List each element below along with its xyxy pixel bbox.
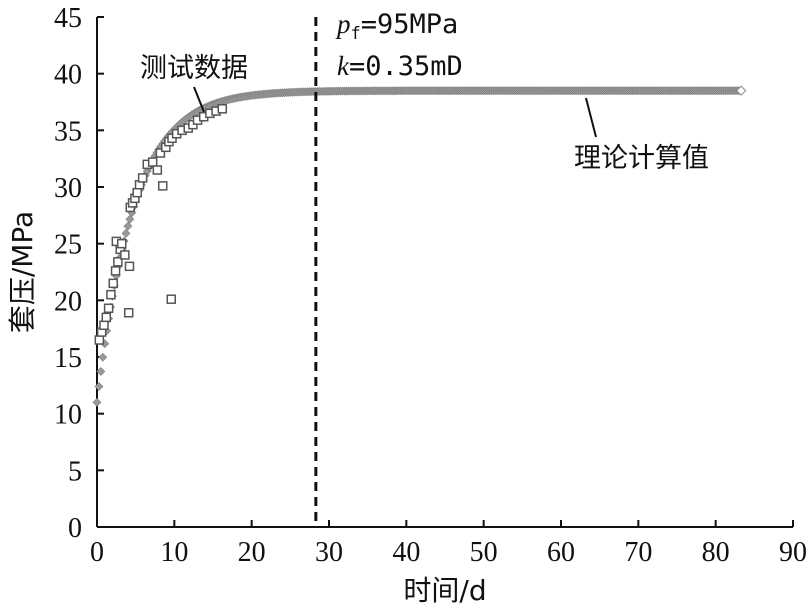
axes: 0 10 20 30 40 50 60 70 80 90 0 5 10 15 20 25 30 35 40 45 <box>54 3 807 568</box>
measured-point <box>120 250 130 260</box>
calculated-label: 理论计算值 <box>574 143 709 174</box>
measured-point <box>155 148 166 158</box>
y-axis-title: 套压/MPa <box>6 211 39 333</box>
measured-point <box>152 165 163 175</box>
y-tick-label: 15 <box>54 343 82 374</box>
measured-point <box>217 104 228 114</box>
measured-point <box>110 266 121 276</box>
measured-point <box>99 320 109 331</box>
y-tick-label: 10 <box>54 400 82 431</box>
y-tick-label: 0 <box>68 513 82 544</box>
measured-point <box>94 335 105 345</box>
calculated-point <box>94 382 104 391</box>
k-value: =0.35mD <box>349 51 463 82</box>
measured-point <box>116 238 127 249</box>
calculated-series <box>92 85 747 407</box>
measured-point <box>132 187 142 198</box>
calculated-end-point <box>735 85 747 96</box>
x-tick-label: 50 <box>470 537 498 568</box>
y-tick-label: 20 <box>54 286 82 317</box>
calculated-point <box>96 367 106 376</box>
measured-point <box>101 312 112 323</box>
measured-label: 测试数据 <box>140 53 248 84</box>
x-tick-label: 80 <box>702 537 730 568</box>
measured-point <box>108 278 118 289</box>
x-axis-title: 时间/d <box>403 574 486 607</box>
pf-symbol: p <box>335 9 351 39</box>
calculated-point <box>125 214 135 224</box>
k-parameter: k=0.35mD <box>337 51 463 82</box>
measured-point <box>113 257 123 267</box>
calculated-point <box>123 221 133 231</box>
measured-series <box>94 104 228 345</box>
measured-point <box>106 289 116 300</box>
x-tick-label: 60 <box>547 537 575 568</box>
y-tick-label: 40 <box>54 60 82 91</box>
calculated-point <box>92 397 102 407</box>
x-tick-label: 0 <box>90 537 104 568</box>
x-tick-label: 30 <box>315 537 343 568</box>
x-tick-label: 70 <box>624 537 652 568</box>
x-tick-label: 10 <box>160 537 188 568</box>
y-tick-label: 25 <box>54 230 82 261</box>
y-tick-label: 30 <box>54 173 82 204</box>
y-tick-label: 5 <box>68 456 82 487</box>
pf-value: =95MPa <box>361 9 459 40</box>
pf-subscript: f <box>351 24 361 44</box>
measured-point <box>124 261 135 272</box>
measured-point <box>166 294 176 304</box>
measured-point <box>137 173 148 183</box>
measured-point <box>157 181 168 191</box>
x-tick-label: 90 <box>779 537 807 568</box>
y-tick-label: 35 <box>54 116 82 147</box>
measured-point <box>123 308 134 318</box>
calculated-point <box>121 228 131 238</box>
y-tick-label: 45 <box>54 3 82 34</box>
pf-parameter: pf=95MPa <box>335 9 458 44</box>
measured-point <box>103 303 114 314</box>
x-tick-label: 20 <box>238 537 266 568</box>
measured-point <box>147 157 158 167</box>
calculated-point <box>98 352 108 362</box>
calculated-leader-line <box>585 97 597 138</box>
x-tick-label: 40 <box>392 537 420 568</box>
measured-leader-line <box>193 86 205 113</box>
k-symbol: k <box>337 51 350 81</box>
